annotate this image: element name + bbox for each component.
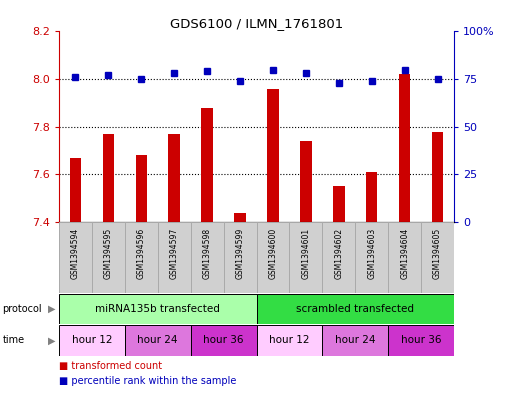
Text: GSM1394596: GSM1394596 <box>137 228 146 279</box>
Bar <box>158 222 191 293</box>
Bar <box>234 213 246 222</box>
Bar <box>168 134 180 222</box>
Bar <box>256 294 454 324</box>
Text: GSM1394594: GSM1394594 <box>71 228 80 279</box>
Text: ■ transformed count: ■ transformed count <box>59 362 162 371</box>
Bar <box>125 325 191 356</box>
Text: GSM1394604: GSM1394604 <box>400 228 409 279</box>
Text: GSM1394602: GSM1394602 <box>334 228 343 279</box>
Title: GDS6100 / ILMN_1761801: GDS6100 / ILMN_1761801 <box>170 17 343 30</box>
Text: GSM1394603: GSM1394603 <box>367 228 376 279</box>
Bar <box>135 155 147 222</box>
Text: GSM1394597: GSM1394597 <box>170 228 179 279</box>
Bar <box>256 222 289 293</box>
Bar <box>322 222 355 293</box>
Text: ■ percentile rank within the sample: ■ percentile rank within the sample <box>59 376 236 386</box>
Bar <box>92 222 125 293</box>
Text: GSM1394600: GSM1394600 <box>268 228 278 279</box>
Bar <box>322 325 388 356</box>
Bar <box>191 325 256 356</box>
Bar <box>289 222 322 293</box>
Text: scrambled transfected: scrambled transfected <box>296 304 415 314</box>
Bar <box>125 222 158 293</box>
Bar <box>432 132 443 222</box>
Text: hour 36: hour 36 <box>401 335 441 345</box>
Bar <box>59 325 125 356</box>
Text: protocol: protocol <box>3 304 42 314</box>
Bar <box>224 222 256 293</box>
Bar <box>388 325 454 356</box>
Bar <box>256 325 322 356</box>
Text: hour 24: hour 24 <box>335 335 376 345</box>
Text: GSM1394599: GSM1394599 <box>235 228 245 279</box>
Text: hour 12: hour 12 <box>72 335 112 345</box>
Text: hour 12: hour 12 <box>269 335 310 345</box>
Text: ▶: ▶ <box>48 335 55 345</box>
Bar <box>70 158 81 222</box>
Text: GSM1394605: GSM1394605 <box>433 228 442 279</box>
Text: time: time <box>3 335 25 345</box>
Text: miRNA135b transfected: miRNA135b transfected <box>95 304 220 314</box>
Bar <box>267 89 279 222</box>
Text: ▶: ▶ <box>48 304 55 314</box>
Bar <box>59 222 92 293</box>
Bar <box>103 134 114 222</box>
Text: GSM1394598: GSM1394598 <box>203 228 212 279</box>
Bar <box>388 222 421 293</box>
Text: GSM1394595: GSM1394595 <box>104 228 113 279</box>
Bar <box>333 186 345 222</box>
Bar <box>59 294 256 324</box>
Bar <box>202 108 213 222</box>
Bar <box>355 222 388 293</box>
Text: hour 24: hour 24 <box>137 335 178 345</box>
Text: hour 36: hour 36 <box>203 335 244 345</box>
Text: GSM1394601: GSM1394601 <box>301 228 310 279</box>
Bar <box>421 222 454 293</box>
Bar <box>300 141 311 222</box>
Bar <box>191 222 224 293</box>
Bar <box>366 172 378 222</box>
Bar <box>399 74 410 222</box>
